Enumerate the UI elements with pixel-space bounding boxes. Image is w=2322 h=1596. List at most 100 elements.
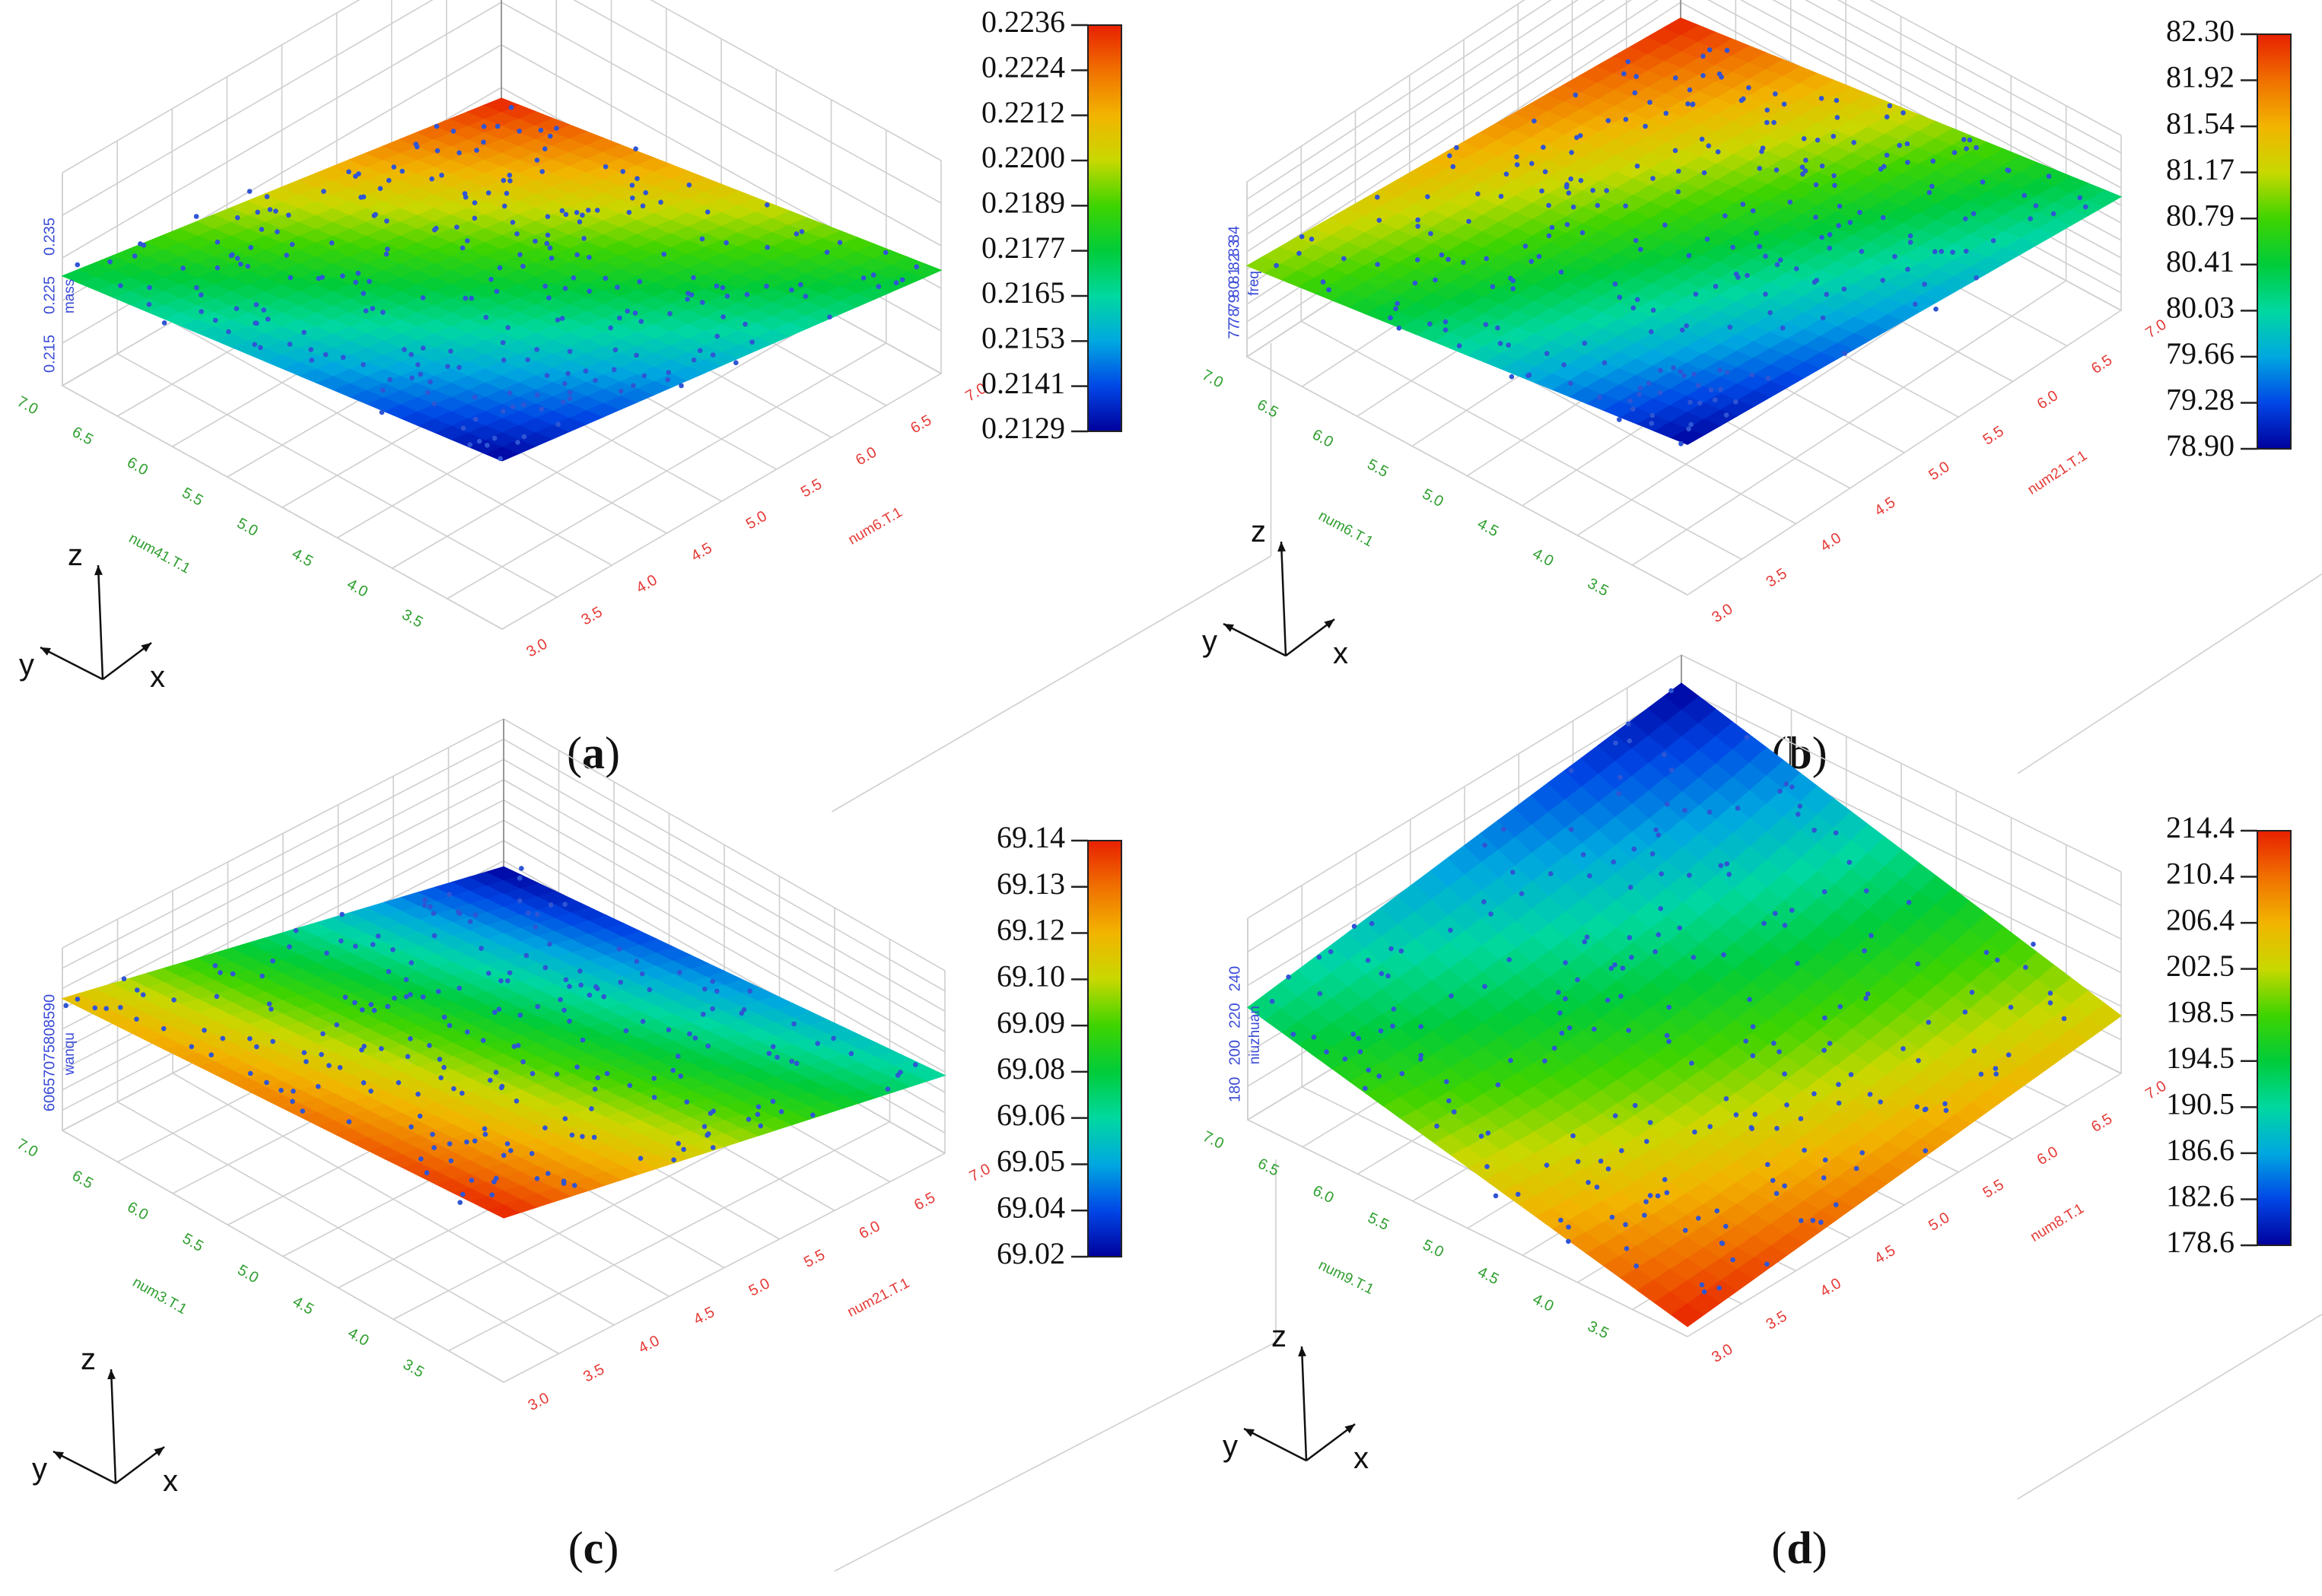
scatter-point xyxy=(1678,441,1684,447)
scatter-point xyxy=(1595,1184,1600,1190)
scatter-point xyxy=(1626,1028,1631,1033)
scatter-point xyxy=(665,377,670,383)
scatter-point xyxy=(1831,134,1837,139)
scatter-point xyxy=(1510,286,1516,291)
scatter-point xyxy=(1510,870,1516,875)
scatter-point xyxy=(530,1071,536,1076)
scatter-point xyxy=(1376,1073,1382,1079)
scatter-point xyxy=(593,1086,598,1092)
y-tick-label: 4.0 xyxy=(345,1324,371,1350)
scatter-point xyxy=(259,227,265,232)
scatter-point xyxy=(1366,1067,1371,1073)
z-tick-label: 60 xyxy=(41,1095,58,1111)
scatter-point xyxy=(687,183,692,188)
scatter-point xyxy=(1415,218,1420,223)
scatter-point xyxy=(1813,215,1818,220)
z-tick-label: 180 xyxy=(1226,1077,1243,1102)
scatter-point xyxy=(1586,1180,1591,1185)
scatter-point xyxy=(304,1059,309,1064)
scatter-point xyxy=(1630,406,1636,412)
scatter-point xyxy=(1569,827,1574,832)
scatter-point xyxy=(1814,183,1819,188)
scatter-point xyxy=(1892,254,1897,259)
scatter-point xyxy=(1529,161,1535,167)
scatter-point xyxy=(63,1003,68,1009)
scatter-point xyxy=(1800,172,1805,177)
y-tick-label: 4.0 xyxy=(1530,1291,1557,1315)
scatter-point xyxy=(1498,341,1503,346)
scatter-point xyxy=(1377,218,1382,223)
scatter-point xyxy=(619,389,624,394)
scatter-point xyxy=(1665,1191,1670,1196)
scatter-point xyxy=(1980,180,1986,185)
scatter-point xyxy=(255,210,260,215)
x-axis-name: num21.T.1 xyxy=(845,1275,912,1321)
scatter-point xyxy=(343,995,348,1000)
scatter-point xyxy=(1716,149,1721,154)
scatter-point xyxy=(1662,752,1667,758)
scatter-point xyxy=(577,219,583,224)
scatter-point xyxy=(1649,329,1654,335)
scatter-point xyxy=(500,1084,505,1089)
scatter-point xyxy=(358,195,364,200)
scatter-point xyxy=(321,189,326,194)
scatter-point xyxy=(1700,1283,1705,1288)
scatter-point xyxy=(1363,1086,1368,1091)
scatter-point xyxy=(449,1159,454,1164)
scatter-point xyxy=(676,1054,681,1059)
scatter-point xyxy=(1908,240,1913,245)
scatter-point xyxy=(1566,1239,1571,1245)
scatter-point xyxy=(463,296,469,301)
scatter-point xyxy=(1626,59,1631,65)
scatter-point xyxy=(1783,781,1789,787)
scatter-point xyxy=(1773,911,1778,916)
scatter-point xyxy=(409,1124,414,1130)
scatter-point xyxy=(460,1091,465,1096)
scatter-point xyxy=(438,1076,444,1081)
y-tick-label: 4.5 xyxy=(289,545,316,571)
scatter-point xyxy=(1609,966,1614,971)
scatter-point xyxy=(1848,220,1853,225)
scatter-point xyxy=(900,278,905,283)
y-axis-name: num9.T.1 xyxy=(1316,1257,1376,1298)
scatter-point xyxy=(2048,990,2053,996)
scatter-point xyxy=(1822,889,1827,895)
scatter-point xyxy=(803,294,809,299)
scatter-point xyxy=(379,1046,384,1051)
scatter-point xyxy=(587,289,592,294)
scatter-point xyxy=(711,1145,716,1150)
scatter-point xyxy=(1821,1175,1827,1181)
scatter-point xyxy=(1724,412,1729,418)
scatter-point xyxy=(376,933,381,939)
scatter-point xyxy=(372,213,377,218)
scatter-point xyxy=(391,164,396,170)
scatter-point xyxy=(555,317,561,323)
colorbar-tick-label: 0.2177 xyxy=(981,230,1065,265)
scatter-point xyxy=(1905,267,1910,272)
scatter-point xyxy=(199,292,204,297)
x-tick-label: 3.0 xyxy=(523,635,550,660)
scatter-point xyxy=(641,203,646,208)
scatter-point xyxy=(406,1054,411,1060)
scatter-point xyxy=(876,284,882,289)
scatter-point xyxy=(134,1016,139,1022)
scatter-point xyxy=(608,326,613,331)
scatter-point xyxy=(428,380,433,385)
scatter-point xyxy=(1495,326,1500,331)
scatter-point xyxy=(264,1080,269,1086)
scatter-point xyxy=(1770,1178,1776,1183)
y-tick-label: 5.0 xyxy=(234,515,261,540)
scatter-point xyxy=(439,173,444,178)
scatter-point xyxy=(387,377,393,383)
scatter-point xyxy=(273,208,278,214)
scatter-point xyxy=(461,426,466,431)
colorbar-tick-label: 80.03 xyxy=(2166,291,2235,325)
scatter-point xyxy=(794,231,800,237)
scatter-point xyxy=(1560,1031,1565,1036)
scatter-point xyxy=(627,210,632,215)
scatter-point xyxy=(1395,301,1400,307)
scatter-point xyxy=(266,316,271,322)
scatter-point xyxy=(1905,141,1910,147)
